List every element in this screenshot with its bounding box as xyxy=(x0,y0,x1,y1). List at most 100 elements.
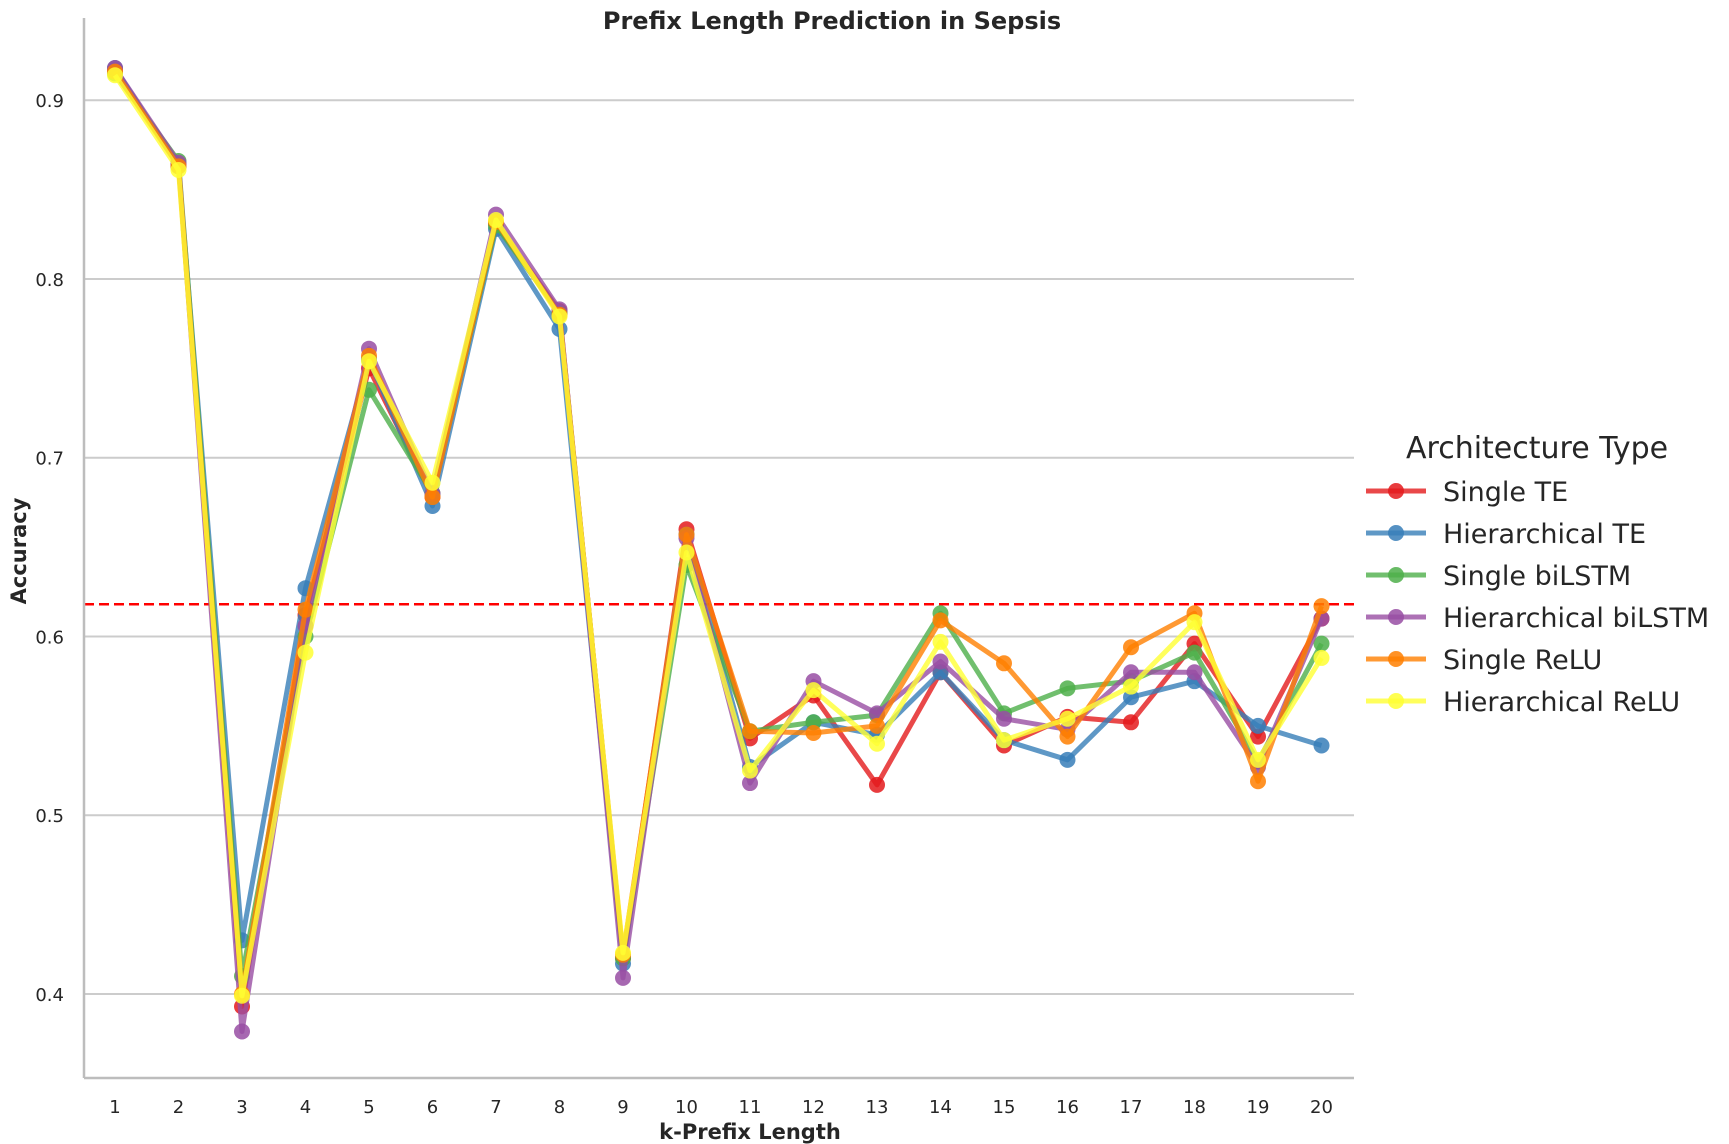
legend-swatch-marker xyxy=(1388,567,1404,583)
x-tick-label: 12 xyxy=(802,1097,825,1118)
legend-label: Single TE xyxy=(1443,477,1568,508)
x-tick-label: 15 xyxy=(993,1097,1016,1118)
x-tick-label: 20 xyxy=(1310,1097,1333,1118)
data-point xyxy=(1059,728,1076,745)
y-tick-label: 0.4 xyxy=(35,985,64,1006)
series-single-relu xyxy=(107,63,1330,1002)
series-hierarchical-bilstm xyxy=(107,60,1330,1040)
x-tick-label: 10 xyxy=(675,1097,698,1118)
data-point xyxy=(297,601,314,618)
legend-swatch-marker xyxy=(1388,483,1404,499)
series-line xyxy=(112,73,1324,999)
x-tick-label: 4 xyxy=(300,1097,311,1118)
series-hierarchical-relu xyxy=(107,67,1330,1004)
data-point xyxy=(996,655,1012,672)
series-single-te xyxy=(107,61,1330,1015)
data-point xyxy=(1186,664,1203,681)
data-point xyxy=(742,723,758,740)
x-tick-label: 11 xyxy=(739,1097,762,1118)
data-point xyxy=(996,732,1012,749)
series-hierarchical-te xyxy=(107,60,1330,972)
data-point xyxy=(1059,680,1076,697)
x-tick-label: 6 xyxy=(427,1097,438,1118)
data-point xyxy=(805,725,822,742)
data-point xyxy=(488,211,504,228)
y-tick-label: 0.6 xyxy=(35,627,64,648)
x-tick-label: 3 xyxy=(236,1097,247,1118)
data-point xyxy=(1313,649,1330,666)
data-point xyxy=(996,710,1012,727)
data-point xyxy=(361,353,377,370)
x-tick-label: 9 xyxy=(617,1097,628,1118)
data-point xyxy=(869,735,885,752)
x-tick-label: 14 xyxy=(929,1097,952,1118)
data-point xyxy=(424,489,441,506)
legend-swatch-marker xyxy=(1388,651,1404,667)
data-point xyxy=(1123,714,1139,731)
data-point xyxy=(615,969,631,986)
data-point xyxy=(234,1023,250,1040)
x-tick-labels: 1 2 3 4 5 6 7 8 9 10 11 12 13 14 15 16 17 18 19 20 xyxy=(109,1097,1333,1118)
data-point xyxy=(932,612,949,629)
y-tick-label: 0.8 xyxy=(35,270,64,291)
data-point xyxy=(1186,614,1203,631)
data-point xyxy=(742,775,758,792)
series-line xyxy=(112,71,1324,979)
series-line xyxy=(112,68,1324,1009)
y-tick-label: 0.9 xyxy=(35,91,64,112)
data-point xyxy=(742,762,758,779)
legend-label: Hierarchical ReLU xyxy=(1443,687,1680,718)
series-group xyxy=(107,60,1330,1040)
data-point xyxy=(1059,710,1076,727)
data-point xyxy=(869,717,885,734)
legend-swatch-marker xyxy=(1388,693,1404,709)
data-point xyxy=(170,161,187,178)
legend: Architecture Type Single TE Hierarchical … xyxy=(1366,431,1709,718)
data-point xyxy=(1313,598,1330,615)
x-tick-label: 5 xyxy=(363,1097,374,1118)
data-point xyxy=(107,67,123,84)
y-tick-labels: 0.4 0.5 0.6 0.7 0.8 0.9 xyxy=(35,91,64,1006)
legend-swatch-marker xyxy=(1388,525,1404,541)
data-point xyxy=(678,544,695,561)
data-point xyxy=(1313,737,1330,754)
data-point xyxy=(424,474,441,491)
y-tick-label: 0.7 xyxy=(35,449,64,470)
data-point xyxy=(805,682,822,699)
data-point xyxy=(678,526,695,543)
series-line xyxy=(112,66,1323,967)
data-point xyxy=(1186,644,1203,661)
data-point xyxy=(1123,639,1139,656)
x-tick-label: 8 xyxy=(554,1097,565,1118)
x-tick-label: 13 xyxy=(866,1097,889,1118)
x-tick-label: 17 xyxy=(1120,1097,1143,1118)
data-point xyxy=(297,644,314,661)
legend-title: Architecture Type xyxy=(1406,431,1668,466)
data-point xyxy=(932,653,949,670)
axes xyxy=(82,18,1354,1080)
series-line xyxy=(112,66,1324,1035)
data-point xyxy=(1123,678,1139,695)
data-point xyxy=(1059,751,1076,768)
data-point xyxy=(1250,717,1266,734)
series-single-bilstm xyxy=(107,65,1330,985)
chart-title: Prefix Length Prediction in Sepsis xyxy=(603,7,1061,35)
data-point xyxy=(1250,751,1266,768)
grid-lines xyxy=(84,99,1354,995)
data-point xyxy=(1313,635,1330,652)
data-point xyxy=(615,944,631,961)
x-tick-label: 19 xyxy=(1247,1097,1270,1118)
x-tick-label: 18 xyxy=(1183,1097,1206,1118)
legend-label: Hierarchical TE xyxy=(1443,519,1646,550)
data-point xyxy=(234,987,250,1004)
x-tick-label: 16 xyxy=(1056,1097,1079,1118)
x-tick-label: 7 xyxy=(490,1097,501,1118)
data-point xyxy=(869,776,885,793)
legend-label: Single ReLU xyxy=(1443,645,1602,676)
x-axis-label: k-Prefix Length xyxy=(659,1120,841,1144)
legend-swatch-marker xyxy=(1388,609,1404,625)
data-point xyxy=(932,633,949,650)
y-tick-label: 0.5 xyxy=(35,806,64,827)
data-point xyxy=(1250,773,1266,790)
